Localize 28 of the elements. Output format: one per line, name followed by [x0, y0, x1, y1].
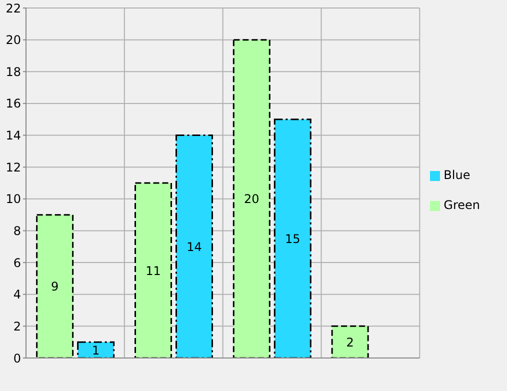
y-tick-label: 18 [6, 64, 21, 79]
bar [77, 341, 115, 358]
bar [331, 325, 369, 358]
y-tick-label: 2 [13, 319, 21, 334]
data-label: 1 [92, 343, 100, 358]
bar [232, 39, 270, 358]
bar [36, 214, 74, 358]
y-tick-label: 22 [6, 1, 21, 16]
data-label: 15 [285, 232, 300, 246]
y-tick-label: 12 [6, 160, 21, 174]
data-label: 20 [244, 192, 260, 206]
y-tick-label: 14 [6, 128, 21, 143]
legend-label: Blue [444, 168, 470, 182]
legend-label: Green [444, 198, 480, 212]
y-tick-label: 0 [13, 351, 21, 366]
y-tick-label: 8 [13, 224, 21, 238]
data-label: 2 [346, 335, 354, 350]
y-tick-label: 4 [13, 288, 21, 302]
y-tick-label: 6 [13, 256, 21, 270]
y-tick-label: 10 [6, 192, 21, 206]
bar [134, 182, 172, 358]
y-tick-label: 20 [6, 33, 21, 48]
bar [274, 118, 312, 358]
data-label: 9 [51, 280, 59, 294]
data-label: 14 [186, 240, 202, 254]
bar [175, 134, 213, 358]
data-label: 11 [146, 264, 161, 278]
y-tick-label: 16 [6, 96, 21, 111]
